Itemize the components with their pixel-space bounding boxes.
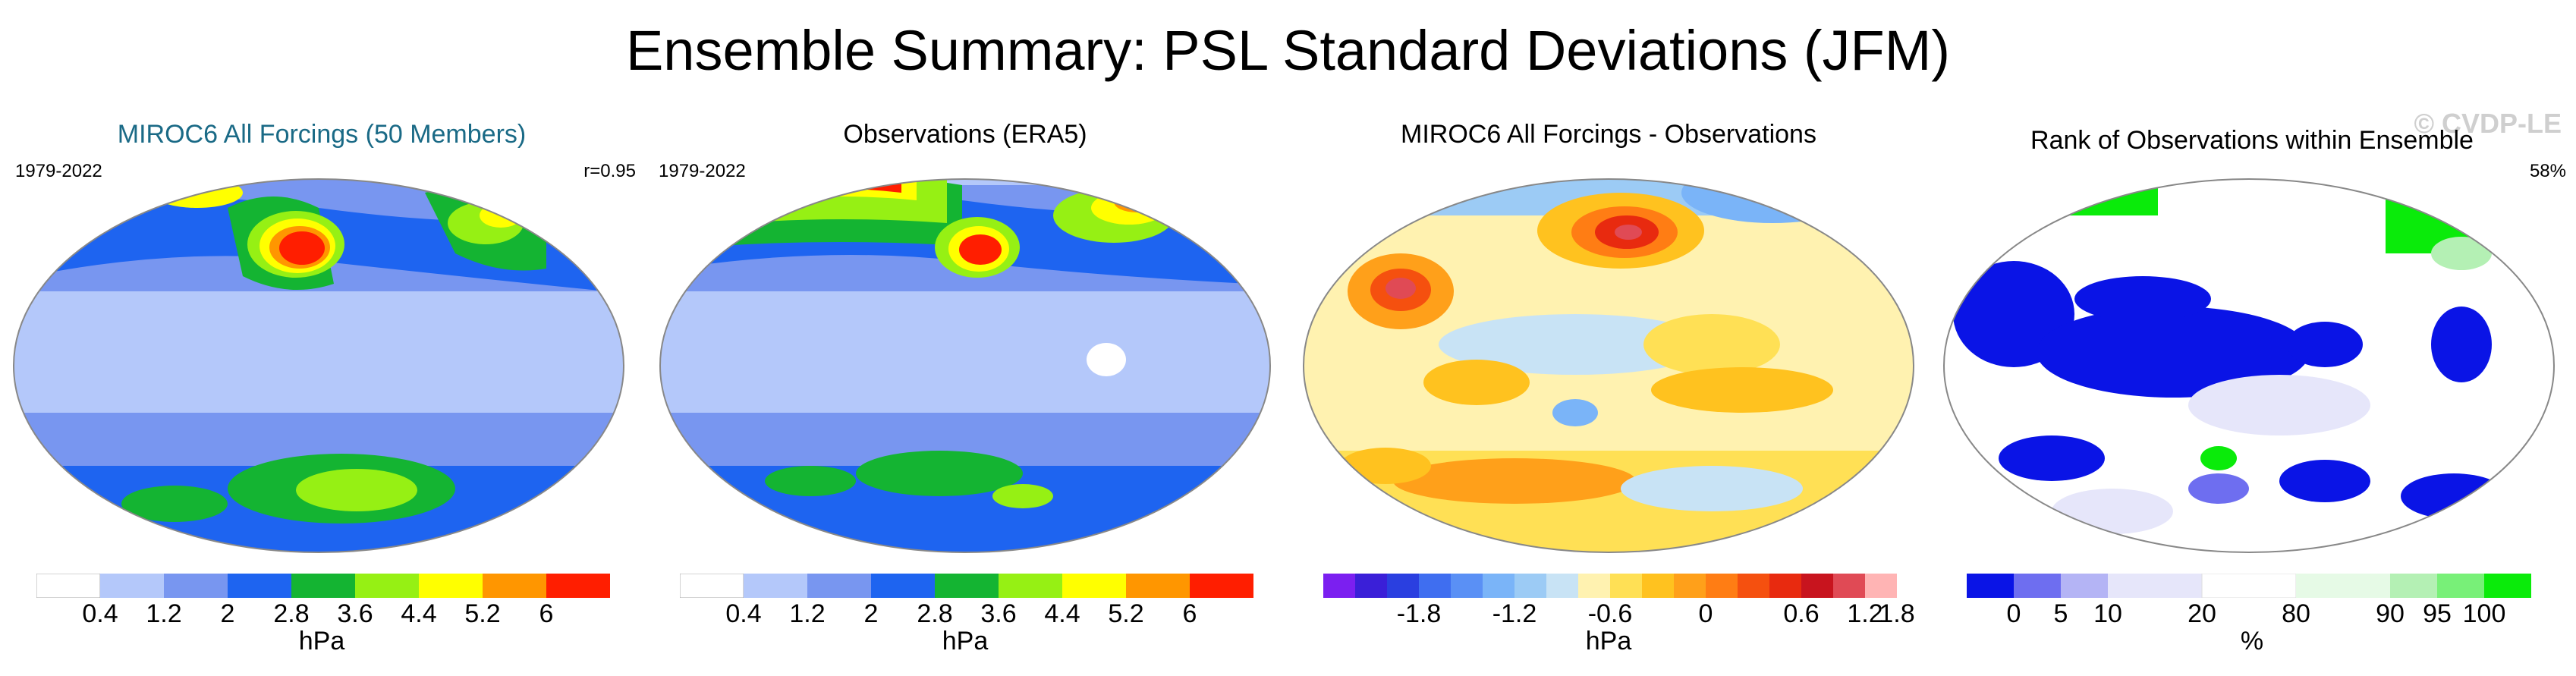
tick-label: 20	[2188, 599, 2216, 628]
tick-label: -1.8	[1396, 599, 1442, 628]
rank-percent-label: 58%	[2529, 161, 2566, 181]
tick-label: 1.2	[789, 599, 826, 628]
tick-label: 2	[220, 599, 235, 628]
map-observations	[659, 178, 1271, 553]
tick-label: 0.4	[725, 599, 762, 628]
tick-label: 3.6	[980, 599, 1017, 628]
panel-title: MIROC6 All Forcings (50 Members)	[117, 120, 527, 149]
panel-difference: MIROC6 All Forcings - Observations	[1287, 114, 1930, 676]
panel-rank: © CVDP-LE Rank of Observations within En…	[1930, 108, 2574, 676]
colorbar-rank	[1967, 574, 2531, 598]
main-title: Ensemble Summary: PSL Standard Deviation…	[625, 19, 1951, 82]
tick-label: 4.4	[401, 599, 437, 628]
panel-title: Observations (ERA5)	[843, 120, 1087, 149]
tick-label: 2.8	[273, 599, 310, 628]
tick-label: 4.4	[1044, 599, 1080, 628]
period-label: 1979-2022	[15, 161, 102, 181]
colorbar-model	[36, 574, 610, 598]
panel-model: MIROC6 All Forcings (50 Members) 1979-20…	[0, 114, 643, 676]
tick-label: 2	[863, 599, 879, 628]
colorbar-unit: %	[2240, 627, 2264, 656]
tick-label: 95	[2423, 599, 2452, 628]
tick-label: 0.6	[1783, 599, 1820, 628]
colorbar-unit: hPa	[1585, 627, 1632, 656]
tick-label: 0	[2006, 599, 2021, 628]
tick-label: 0	[1698, 599, 1713, 628]
tick-label: 90	[2376, 599, 2405, 628]
tick-label: 1.2	[1847, 599, 1883, 628]
tick-label: 2.8	[917, 599, 953, 628]
colorbar-observations	[680, 574, 1253, 598]
tick-label: -0.6	[1587, 599, 1633, 628]
period-label: 1979-2022	[659, 161, 746, 181]
tick-label: 5.2	[1108, 599, 1144, 628]
colorbar-unit: hPa	[298, 627, 345, 656]
tick-label: 0.4	[82, 599, 118, 628]
tick-label: 1.2	[146, 599, 182, 628]
tick-label: 5	[2053, 599, 2068, 628]
watermark: © CVDP-LE	[2414, 108, 2562, 139]
tick-label: 10	[2093, 599, 2122, 628]
tick-label: 5.2	[464, 599, 501, 628]
tick-label: -1.2	[1492, 599, 1537, 628]
map-model	[13, 178, 624, 553]
tick-label: 6	[1182, 599, 1197, 628]
tick-label: 100	[2462, 599, 2506, 628]
tick-label: 6	[539, 599, 554, 628]
correlation-label: r=0.95	[583, 161, 636, 181]
tick-label: 1.8	[1879, 599, 1915, 628]
tick-label: 80	[2282, 599, 2310, 628]
tick-label: 3.6	[337, 599, 373, 628]
map-difference	[1303, 178, 1914, 553]
colorbar-unit: hPa	[942, 627, 989, 656]
panel-observations: Observations (ERA5) 1979-2022	[643, 114, 1287, 676]
colorbar-difference	[1323, 574, 1897, 598]
panel-title: MIROC6 All Forcings - Observations	[1401, 120, 1816, 149]
panel-title: Rank of Observations within Ensemble	[2030, 126, 2474, 155]
map-rank	[1943, 178, 2555, 553]
